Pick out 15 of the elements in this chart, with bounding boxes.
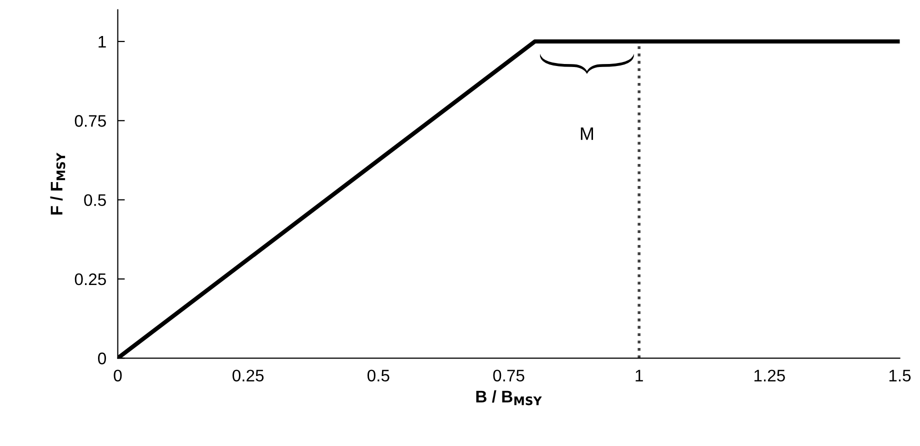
- y-tick-label: 0: [98, 352, 106, 364]
- x-tick-label: 0.5: [367, 370, 390, 382]
- y-tick-label: 0.5: [84, 194, 106, 206]
- y-tick-label: 1: [98, 36, 106, 48]
- annotation: M: [580, 127, 593, 140]
- x-tick-label: 0.75: [493, 370, 524, 382]
- x-tick-label: 1: [636, 370, 643, 382]
- x-tick-label: 1.25: [754, 370, 785, 382]
- y-tick-label: 0.75: [74, 115, 106, 127]
- y-tick-label: 0.25: [74, 273, 106, 286]
- x-axis-title: B / B$_{MSY}$: [476, 390, 542, 406]
- x-tick-label: 0.25: [232, 370, 264, 382]
- x-tick-label: 0: [114, 370, 122, 382]
- y-axis-title: F / F$_{MSY}$: [50, 152, 66, 215]
- x-tick-label: 1.5: [889, 370, 911, 382]
